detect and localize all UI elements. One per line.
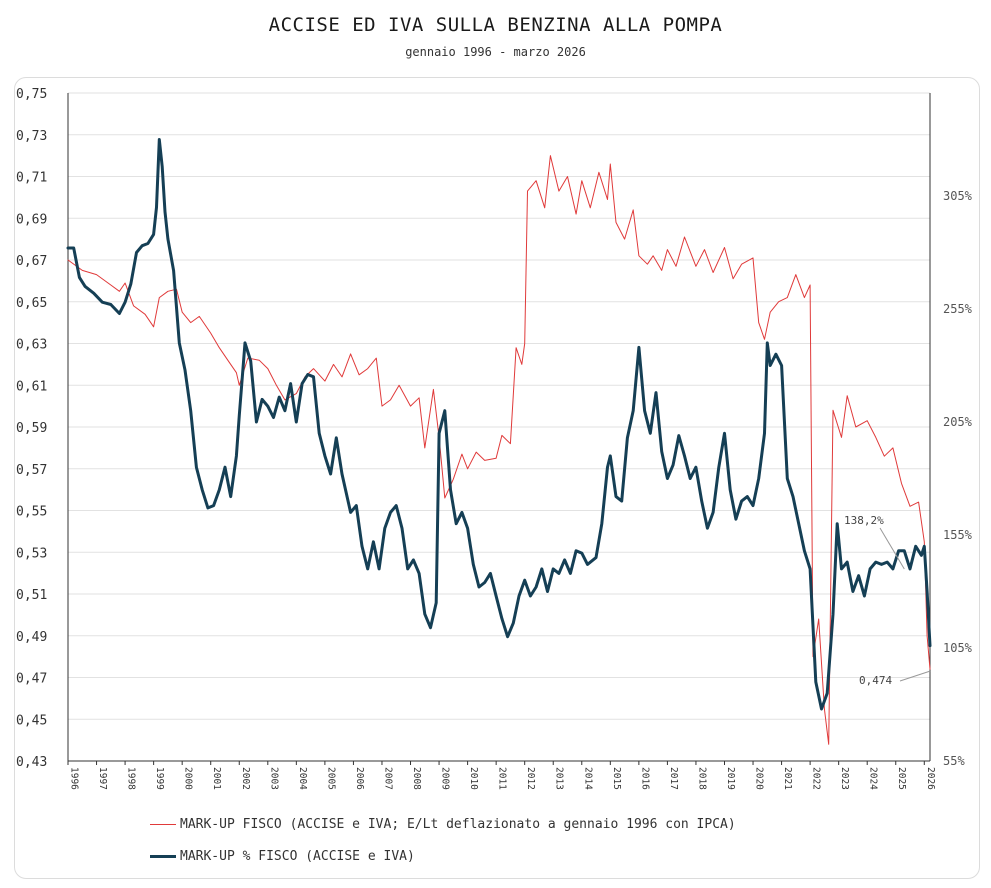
x-tick-label: 2018 — [696, 767, 707, 790]
gridlines — [68, 92, 930, 762]
y-left-tick-label: 0,59 — [16, 421, 47, 436]
y-left-tick-label: 0,45 — [16, 713, 47, 728]
y-right-tick-label: 105% — [943, 641, 973, 655]
y-right-tick-label: 155% — [943, 528, 973, 542]
x-tick-label: 2001 — [211, 767, 222, 790]
x-tick-label: 2003 — [268, 767, 279, 790]
y-right-tick-label: 255% — [943, 302, 973, 316]
x-tick-label: 2014 — [582, 767, 593, 790]
annotation-leader-percent — [879, 527, 905, 570]
y-left-tick-label: 0,63 — [16, 338, 47, 353]
y-left-tick-label: 0,61 — [16, 379, 47, 394]
y-left-tick-label: 0,43 — [16, 755, 47, 770]
legend-swatch-red — [150, 824, 176, 825]
chart-title: ACCISE ED IVA SULLA BENZINA ALLA POMPA — [268, 14, 723, 36]
axes: 0,43 0,45 0,47 0,49 0,51 0,53 0,55 0,57 0,59 0,61… — [16, 87, 973, 790]
y-right-tick-label: 205% — [943, 415, 973, 429]
x-tick-label: 2013 — [554, 767, 565, 790]
x-tick-label: 2000 — [183, 767, 194, 790]
x-tick-label: 2005 — [325, 767, 336, 790]
y-left-tick-label: 0,65 — [16, 296, 47, 311]
x-tick-label: 1997 — [97, 767, 108, 790]
x-tick-label: 2011 — [497, 767, 508, 790]
legend-item-markup-percent: MARK-UP % FISCO (ACCISE e IVA) — [150, 849, 415, 864]
x-tick-label: 2006 — [354, 767, 365, 790]
legend-swatch-blue — [150, 855, 176, 858]
y-left-tick-label: 0,55 — [16, 505, 47, 520]
y-left-tick-label: 0,75 — [16, 87, 47, 102]
x-tick-label: 1998 — [126, 767, 137, 790]
series-group — [66, 138, 932, 745]
x-tick-label: 2015 — [611, 767, 622, 790]
chart-subtitle: gennaio 1996 - marzo 2026 — [405, 45, 586, 59]
annotation-label-value: 0,474 — [859, 674, 892, 687]
chart-frame — [14, 77, 980, 879]
series-line-markup-percent — [66, 138, 932, 711]
x-tick-label: 1996 — [69, 767, 80, 790]
y-left-tick-label: 0,47 — [16, 672, 47, 687]
x-tick-label: 2021 — [782, 767, 793, 790]
y-left-tick-label: 0,69 — [16, 212, 47, 227]
y-left-tick-label: 0,71 — [16, 171, 47, 186]
x-tick-label: 2004 — [297, 767, 308, 790]
series-line-markup-fisco — [67, 155, 931, 745]
y-right-tick-label: 305% — [943, 189, 973, 203]
x-tick-label: 2024 — [868, 767, 879, 790]
x-tick-label: 2012 — [525, 767, 536, 790]
x-tick-label: 2007 — [382, 767, 393, 790]
x-tick-label: 1999 — [154, 767, 165, 790]
annotation-leader-value — [899, 670, 931, 682]
x-tick-label: 2002 — [240, 767, 251, 790]
x-tick-label: 2023 — [839, 767, 850, 790]
x-tick-label: 2025 — [896, 767, 907, 790]
legend-label-markup-percent: MARK-UP % FISCO (ACCISE e IVA) — [180, 849, 415, 864]
legend-label-markup-fisco: MARK-UP FISCO (ACCISE e IVA; E/Lt deflaz… — [180, 817, 736, 832]
x-tick-label: 2020 — [754, 767, 765, 790]
x-tick-label: 2009 — [440, 767, 451, 790]
y-left-tick-label: 0,51 — [16, 588, 47, 603]
x-tick-label: 2008 — [411, 767, 422, 790]
annotation-label-percent: 138,2% — [844, 514, 884, 527]
y-left-tick-label: 0,57 — [16, 463, 47, 478]
x-tick-label: 2010 — [468, 767, 479, 790]
x-tick-label: 2019 — [725, 767, 736, 790]
legend-item-markup-fisco: MARK-UP FISCO (ACCISE e IVA; E/Lt deflaz… — [150, 817, 736, 832]
y-left-tick-label: 0,49 — [16, 630, 47, 645]
annotations: 138,2% 0,474 — [844, 514, 931, 687]
x-tick-label: 2017 — [668, 767, 679, 790]
x-tick-label: 2022 — [811, 767, 822, 790]
x-tick-label: 2026 — [925, 767, 936, 790]
y-left-tick-label: 0,73 — [16, 129, 47, 144]
y-left-tick-label: 0,67 — [16, 254, 47, 269]
y-right-tick-label: 55% — [943, 754, 965, 768]
x-tick-label: 2016 — [639, 767, 650, 790]
y-left-tick-label: 0,53 — [16, 546, 47, 561]
